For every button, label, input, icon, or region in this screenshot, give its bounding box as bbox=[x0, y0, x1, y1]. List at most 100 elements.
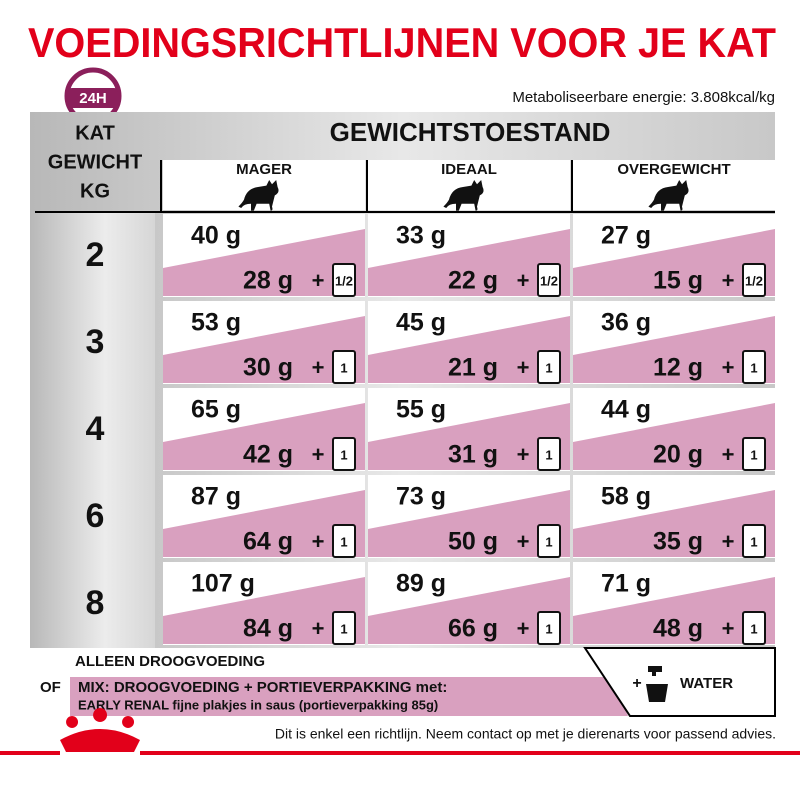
pouch-label: 1 bbox=[545, 534, 552, 549]
logo bbox=[60, 708, 140, 752]
dry-amount: 87 g bbox=[191, 483, 241, 511]
water-box bbox=[583, 647, 776, 717]
pouch-label: 1 bbox=[545, 447, 552, 462]
mix-amount: 30 g bbox=[243, 354, 293, 382]
plus: + bbox=[517, 442, 530, 467]
pouch-icon bbox=[742, 263, 766, 297]
dry-amount: 55 g bbox=[396, 396, 446, 424]
pouch-icon bbox=[332, 350, 356, 384]
pouch-label: 1 bbox=[340, 621, 347, 636]
weight: 2 bbox=[86, 236, 105, 274]
cell-mix-band bbox=[163, 229, 365, 296]
dry-amount: 89 g bbox=[396, 570, 446, 598]
mix-amount: 50 g bbox=[448, 528, 498, 556]
cat-icon bbox=[648, 180, 689, 211]
pouch-icon bbox=[537, 524, 561, 558]
cell-mix-band bbox=[163, 403, 365, 470]
energy: Metaboliseerbare energie: 3.808kcal/kg bbox=[512, 89, 775, 106]
mix-box bbox=[70, 677, 628, 716]
mix-amount: 15 g bbox=[653, 267, 703, 295]
pouch-icon bbox=[537, 350, 561, 384]
dry-amount: 58 g bbox=[601, 483, 651, 511]
pouch-label: 1 bbox=[750, 621, 757, 636]
pouch-label: 1 bbox=[545, 621, 552, 636]
water-plus: + bbox=[632, 675, 641, 692]
weight: 8 bbox=[86, 584, 105, 622]
or: OF bbox=[40, 679, 61, 696]
dry-amount: 36 g bbox=[601, 309, 651, 337]
pouch-icon bbox=[332, 524, 356, 558]
pouch-icon bbox=[742, 611, 766, 645]
pouch-label: 1 bbox=[750, 360, 757, 375]
weight-column bbox=[30, 212, 155, 648]
pouch-icon bbox=[537, 611, 561, 645]
cell-mix-band bbox=[573, 316, 775, 383]
cell-mix-band bbox=[368, 316, 570, 383]
mix-amount: 22 g bbox=[448, 267, 498, 295]
plus: + bbox=[722, 529, 735, 554]
cell-mix-band bbox=[573, 577, 775, 644]
plus: + bbox=[312, 355, 325, 380]
pouch-icon bbox=[537, 437, 561, 471]
badge: 24H bbox=[79, 90, 107, 107]
column-header: MAGER bbox=[236, 161, 292, 178]
column-header: OVERGEWICHT bbox=[617, 161, 730, 178]
mix-amount: 35 g bbox=[653, 528, 703, 556]
column-header: IDEAAL bbox=[441, 161, 497, 178]
pouch-icon bbox=[332, 611, 356, 645]
dry-amount: 45 g bbox=[396, 309, 446, 337]
mix: MIX: DROOGVOEDING + PORTIEVERPAKKING met… bbox=[78, 679, 447, 696]
mix-amount: 21 g bbox=[448, 354, 498, 382]
water-icon bbox=[646, 666, 668, 702]
cell-mix-band bbox=[368, 403, 570, 470]
dry-amount: 44 g bbox=[601, 396, 651, 424]
water: WATER bbox=[680, 675, 733, 692]
mix-amount: 48 g bbox=[653, 615, 703, 643]
cell-mix-band bbox=[573, 403, 775, 470]
dry-amount: 27 g bbox=[601, 222, 651, 250]
pouch-label: 1 bbox=[340, 447, 347, 462]
pouch-label: 1 bbox=[340, 534, 347, 549]
pouch-icon bbox=[332, 263, 356, 297]
pouch-label: 1 bbox=[750, 447, 757, 462]
weight: 6 bbox=[86, 497, 105, 535]
dry-amount: 73 g bbox=[396, 483, 446, 511]
product: EARLY RENAL fijne plakjes in saus (porti… bbox=[78, 697, 438, 712]
cell-mix-band bbox=[163, 490, 365, 557]
pouch-label: 1 bbox=[545, 360, 552, 375]
pouch-label: 1/2 bbox=[540, 273, 558, 288]
badge-bg bbox=[68, 88, 118, 108]
weight-header: KAT bbox=[75, 122, 115, 144]
cell-mix-band bbox=[573, 490, 775, 557]
pouch-icon bbox=[742, 350, 766, 384]
mix-amount: 28 g bbox=[243, 267, 293, 295]
pouch-icon bbox=[537, 263, 561, 297]
mix-amount: 42 g bbox=[243, 441, 293, 469]
mix-amount: 84 g bbox=[243, 615, 293, 643]
title: VOEDINGSRICHTLIJNEN VOOR JE KAT bbox=[28, 19, 776, 66]
pouch-label: 1 bbox=[340, 360, 347, 375]
cell-mix-band bbox=[573, 229, 775, 296]
plus: + bbox=[312, 616, 325, 641]
mix-amount: 64 g bbox=[243, 528, 293, 556]
cell-mix-band bbox=[368, 577, 570, 644]
group-header: GEWICHTSTOESTAND bbox=[330, 117, 611, 147]
weight: 3 bbox=[86, 323, 105, 361]
cell-mix-band bbox=[163, 316, 365, 383]
pouch-icon bbox=[742, 524, 766, 558]
pouch-label: 1 bbox=[750, 534, 757, 549]
pouch-label: 1/2 bbox=[335, 273, 353, 288]
cell-mix-band bbox=[368, 229, 570, 296]
plus: + bbox=[312, 442, 325, 467]
plus: + bbox=[722, 268, 735, 293]
pouch-label: 1/2 bbox=[745, 273, 763, 288]
cat-icon bbox=[443, 180, 484, 211]
plus: + bbox=[517, 616, 530, 641]
plus: + bbox=[312, 529, 325, 554]
plus: + bbox=[312, 268, 325, 293]
legend: ALLEEN DROOGVOEDING OF MIX: DROOGVOEDING… bbox=[40, 647, 776, 717]
dry-amount: 107 g bbox=[191, 570, 255, 598]
mix-amount: 20 g bbox=[653, 441, 703, 469]
footer-rule bbox=[140, 751, 800, 755]
